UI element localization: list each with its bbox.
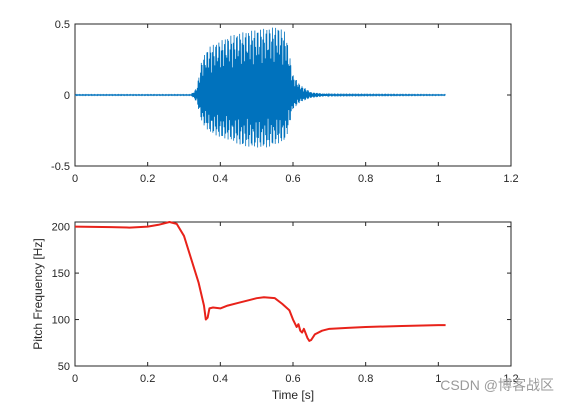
pitch-ytick-label: 100 bbox=[52, 315, 70, 327]
waveform-series-line bbox=[74, 27, 446, 148]
waveform-ytick-label: -0.5 bbox=[51, 161, 70, 173]
pitch-ytick-label: 150 bbox=[52, 268, 70, 280]
pitch-xtick-label: 0.8 bbox=[358, 373, 373, 385]
waveform-xtick-label: 0.8 bbox=[358, 173, 373, 185]
waveform-xtick-label: 0.2 bbox=[140, 173, 155, 185]
pitch-xtick-label: 0 bbox=[72, 373, 78, 385]
watermark: CSDN @博客战区 bbox=[440, 377, 554, 393]
pitch-ytick-label: 200 bbox=[52, 222, 70, 234]
waveform-ytick-label: 0.5 bbox=[55, 19, 70, 31]
pitch-xtick-label: 1 bbox=[435, 373, 441, 385]
pitch-axes-box bbox=[74, 221, 512, 367]
pitch-ytick-label: 50 bbox=[58, 361, 70, 373]
pitch-xtick-label: 0.4 bbox=[213, 373, 228, 385]
waveform-xtick-label: 0.4 bbox=[213, 173, 228, 185]
pitch-axes: 0 0.2 0.4 0.6 0.8 1 1.2 50 100 150 200 Time [s] Pitc… bbox=[31, 221, 519, 402]
pitch-y-axis-label: Pitch Frequency [Hz] bbox=[31, 238, 45, 349]
waveform-ytick-label: 0 bbox=[64, 90, 70, 102]
waveform-xtick-label: 0 bbox=[72, 173, 78, 185]
pitch-series-line bbox=[74, 221, 446, 342]
pitch-xtick-label: 1.2 bbox=[503, 373, 518, 385]
waveform-xtick-label: 0.6 bbox=[285, 173, 300, 185]
waveform-xtick-label: 1 bbox=[435, 173, 441, 185]
waveform-axes: 0 0.2 0.4 0.6 0.8 1 1.2-0.500.5 bbox=[51, 19, 519, 185]
waveform-xtick-label: 1.2 bbox=[503, 173, 518, 185]
pitch-xtick-label: 0.6 bbox=[285, 373, 300, 385]
pitch-x-axis-label: Time [s] bbox=[272, 388, 314, 402]
pitch-xtick-label: 0.2 bbox=[140, 373, 155, 385]
